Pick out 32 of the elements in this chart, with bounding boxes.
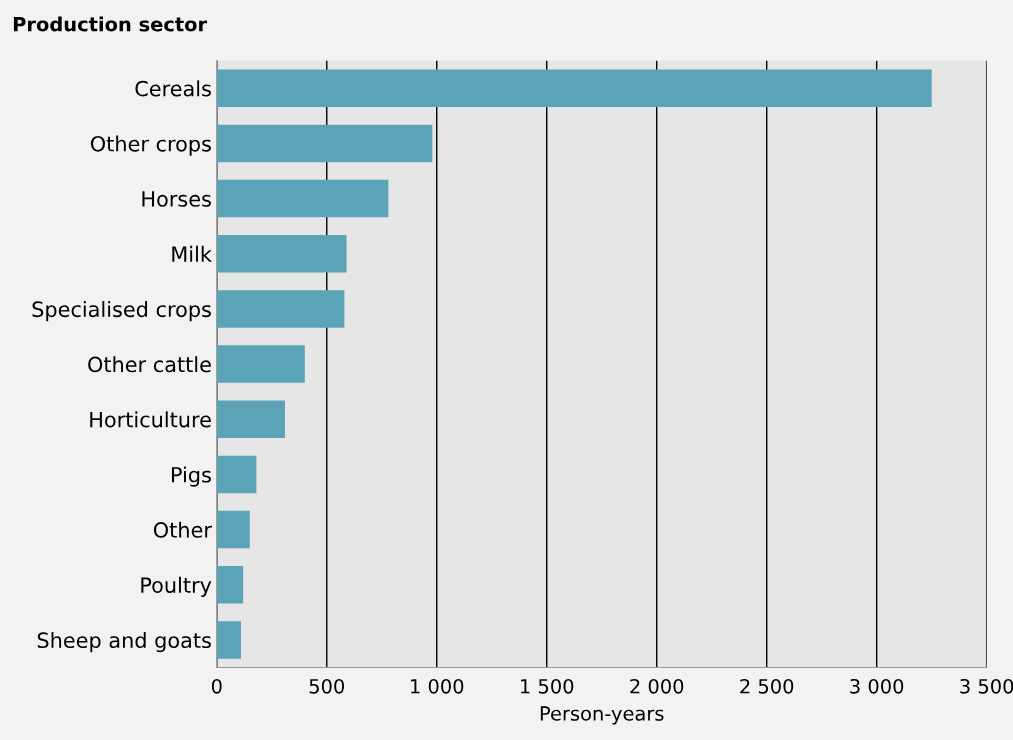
bar [216,400,285,438]
bar [216,621,241,659]
bar [216,510,250,549]
y-tick-label: Sheep and goats [37,631,211,653]
x-tick-label: 1 000 [411,678,464,694]
x-tick-label: 2 000 [630,678,684,694]
y-tick-label: Milk [172,245,212,262]
bar [216,290,345,328]
x-tick-label: 3 500 [960,678,1013,694]
bar [216,124,433,163]
y-tick-label: Horses [142,191,211,207]
y-tick-label: Pigs [172,466,211,487]
bar [216,69,932,108]
x-tick-label: 2 500 [740,678,794,694]
bar [216,345,305,383]
bar [216,235,347,273]
x-axis-title: Person-years [540,706,664,725]
y-tick-label: Specialised crops [32,301,211,322]
y-tick-label: Other cattle [88,356,211,373]
y-tick-label: Other crops [90,135,211,156]
y-tick-label: Other [153,521,212,538]
x-tick-label: 0 [211,678,222,694]
bar [216,565,244,604]
chart-title: Production sector [13,16,208,32]
y-tick-label: Poultry [141,576,212,597]
bar [216,455,257,494]
bar [216,179,389,218]
x-tick-label: 500 [309,678,345,694]
x-tick-label: 1 500 [521,678,574,694]
x-tick-label: 3 000 [850,678,904,694]
y-tick-label: Horticulture [90,411,211,428]
y-tick-label: Cereals [135,80,211,97]
